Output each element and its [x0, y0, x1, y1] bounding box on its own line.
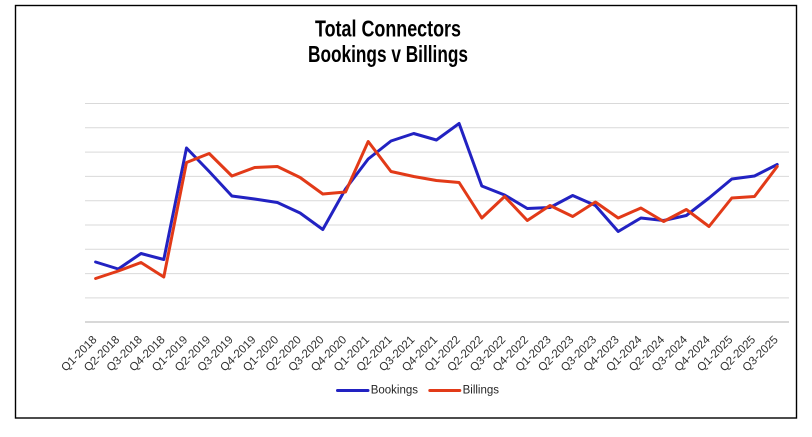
svg-text:Bookings: Bookings: [371, 385, 419, 397]
svg-text:Billings: Billings: [463, 385, 500, 397]
svg-text:Total Connectors: Total Connectors: [315, 15, 461, 41]
svg-text:Bookings v Billings: Bookings v Billings: [308, 41, 468, 67]
